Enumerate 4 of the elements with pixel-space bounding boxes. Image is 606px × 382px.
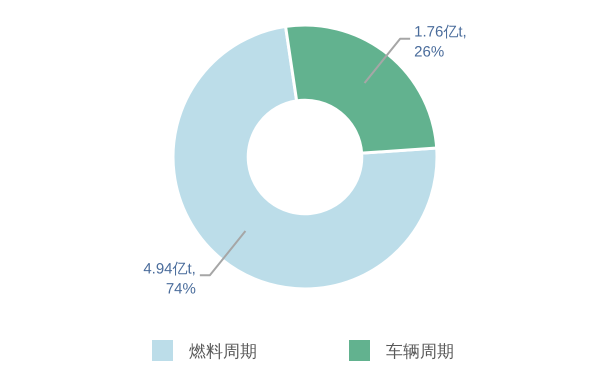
data-label: 1.76亿t, 26% [414, 24, 467, 61]
data-label: 4.94亿t, 74% [143, 260, 196, 298]
legend-label: 燃料周期 [189, 342, 257, 362]
legend-label: 车辆周期 [386, 342, 454, 362]
